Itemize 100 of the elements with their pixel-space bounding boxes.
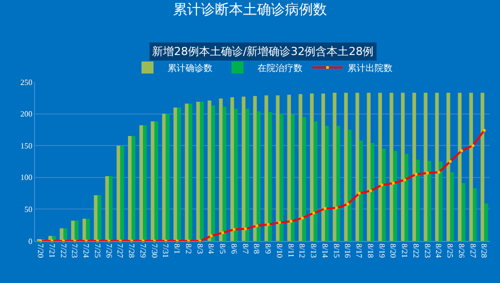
- bar: [128, 136, 132, 241]
- bar: [370, 143, 374, 241]
- x-tick-label: 7/22: [58, 244, 68, 258]
- x-tick-label: 8/28: [480, 244, 489, 258]
- bar: [484, 203, 488, 241]
- bar: [256, 111, 261, 241]
- bar: [242, 96, 246, 241]
- bar: [462, 183, 466, 241]
- x-tick-label: 7/25: [92, 244, 102, 258]
- bar: [344, 92, 348, 241]
- chart-title: 累计诊断本土确诊病例数: [173, 2, 327, 18]
- x-tick-label: 7/30: [150, 244, 159, 258]
- bar: [458, 92, 462, 241]
- x-tick-label: 7/28: [127, 244, 136, 258]
- bar: [108, 176, 113, 241]
- bar: [290, 114, 295, 241]
- x-tick-label: 8/1: [172, 244, 182, 254]
- bar: [116, 146, 120, 241]
- x-tick-label: 8/4: [206, 244, 216, 254]
- x-tick-label: 7/23: [70, 244, 80, 258]
- bar: [196, 102, 200, 241]
- x-tick-label: 8/5: [218, 244, 228, 254]
- x-tick-label: 8/14: [320, 244, 330, 258]
- bar: [82, 218, 86, 241]
- bar: [412, 92, 416, 241]
- legend-label: 累计出院数: [348, 61, 392, 74]
- bar: [469, 92, 473, 241]
- bar: [105, 176, 109, 241]
- bar: [173, 107, 178, 241]
- bar: [302, 116, 306, 241]
- bar: [177, 107, 181, 241]
- x-tick-label: 8/21: [400, 244, 410, 258]
- bar: [424, 92, 428, 241]
- x-tick-label: 8/23: [422, 244, 432, 258]
- x-tick-label: 8/13: [309, 244, 318, 258]
- x-tick-label: 8/3: [195, 244, 204, 254]
- bar: [298, 94, 302, 241]
- bar: [390, 92, 394, 241]
- bar: [378, 92, 382, 241]
- bar: [325, 126, 329, 241]
- bar: [166, 114, 170, 241]
- x-tick-label: 7/20: [36, 244, 46, 258]
- x-tick-label: 8/10: [274, 244, 284, 258]
- bar: [321, 93, 326, 241]
- x-tick-label: 8/18: [366, 244, 375, 258]
- bar: [416, 160, 420, 241]
- bar: [427, 160, 432, 241]
- bar: [348, 130, 352, 241]
- bar: [139, 125, 144, 241]
- y-tick-label: 250: [20, 78, 32, 87]
- x-tick-label: 8/17: [354, 244, 364, 258]
- bar: [150, 121, 154, 241]
- bar: [332, 92, 336, 241]
- bar: [382, 148, 386, 241]
- text: 新增28例本土确诊/新增确诊32例含本土28例: [152, 45, 374, 58]
- x-tick-label: 8/27: [468, 244, 478, 258]
- y-tick-label: 200: [20, 110, 32, 119]
- x-tick-label: 8/24: [434, 244, 444, 258]
- bar: [287, 94, 291, 241]
- bar: [264, 95, 268, 241]
- x-tick-label: 7/27: [116, 244, 125, 258]
- bar: [234, 108, 238, 241]
- bar: [60, 228, 64, 241]
- bar: [98, 195, 102, 241]
- bar: [245, 108, 250, 241]
- legend-label: 在院治疗数: [258, 61, 302, 74]
- x-tick-label: 7/29: [138, 244, 148, 258]
- bar: [184, 104, 189, 241]
- bar: [218, 98, 223, 241]
- bar: [450, 172, 454, 241]
- bar: [280, 114, 284, 241]
- x-tick-label: 8/15: [332, 244, 341, 258]
- bar: [276, 95, 280, 241]
- bar: [132, 136, 136, 241]
- x-tick-label: 8/6: [229, 244, 238, 254]
- x-tick-label: 8/11: [286, 244, 296, 258]
- bar: [435, 92, 439, 241]
- bar: [143, 125, 147, 241]
- legend-label: 累计确诊数: [168, 61, 212, 74]
- bar: [208, 100, 212, 241]
- bar: [404, 154, 408, 241]
- bar: [314, 121, 318, 241]
- bar: [222, 106, 226, 241]
- bar: [200, 102, 204, 241]
- bar: [211, 106, 216, 241]
- x-tick-label: 7/21: [47, 244, 56, 258]
- bar: [310, 93, 314, 241]
- x-tick-label: 8/8: [252, 244, 262, 254]
- bar: [74, 220, 79, 241]
- bar: [162, 114, 166, 241]
- x-tick-label: 8/16: [343, 244, 352, 258]
- bar: [230, 97, 234, 241]
- y-tick-label: 0: [28, 236, 32, 246]
- x-tick-label: 8/12: [298, 244, 307, 258]
- bar: [253, 96, 257, 241]
- y-tick-label: 150: [20, 141, 32, 150]
- x-tick-label: 8/7: [240, 244, 250, 254]
- y-tick-label: 100: [20, 173, 32, 182]
- x-tick-label: 8/25: [446, 244, 455, 258]
- line-series: [39, 128, 486, 242]
